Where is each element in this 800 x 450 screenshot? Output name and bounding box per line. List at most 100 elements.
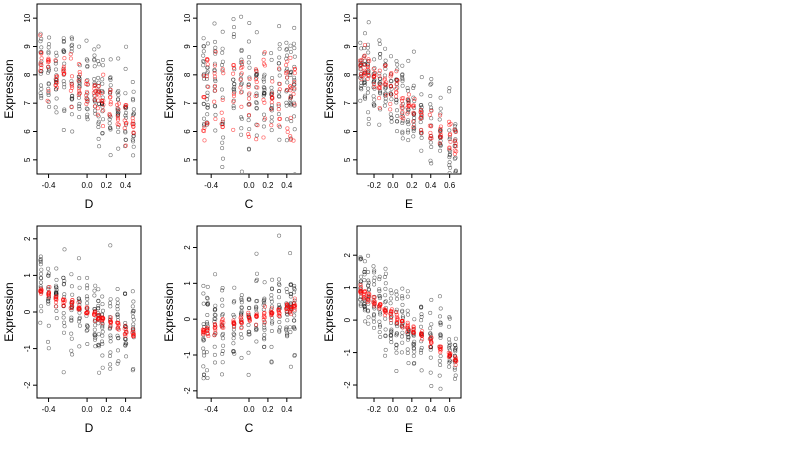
- observed-point: [77, 115, 82, 120]
- fitted-point: [61, 303, 66, 308]
- observed-point: [438, 322, 443, 327]
- observed-point: [261, 112, 266, 117]
- observed-point: [292, 352, 297, 357]
- observed-point: [76, 95, 81, 100]
- observed-point: [61, 315, 66, 320]
- observed-point: [400, 75, 405, 80]
- fitted-point: [428, 340, 434, 345]
- observed-point: [108, 57, 113, 62]
- observed-point: [400, 63, 405, 68]
- observed-point: [292, 318, 297, 323]
- observed-point: [239, 335, 244, 340]
- plot-frame: [356, 3, 462, 175]
- observed-point: [92, 331, 97, 336]
- observed-point: [405, 294, 410, 299]
- observed-point: [366, 315, 371, 320]
- fitted-point: [382, 64, 387, 69]
- observed-point: [291, 324, 296, 329]
- observed-point: [429, 116, 434, 121]
- fitted-point: [246, 113, 252, 118]
- fitted-point: [288, 55, 293, 60]
- observed-point: [270, 277, 275, 282]
- fitted-point: [438, 133, 443, 138]
- observed-point: [246, 118, 251, 123]
- fitted-point: [231, 91, 236, 96]
- observed-point: [46, 51, 51, 56]
- observed-point: [46, 86, 51, 91]
- observed-point: [400, 114, 405, 119]
- observed-point: [406, 138, 411, 143]
- fitted-point: [212, 83, 218, 88]
- x-tick-label: 0.4: [281, 405, 293, 414]
- fitted-point: [124, 120, 129, 126]
- observed-point: [371, 79, 376, 84]
- observed-point: [371, 312, 376, 317]
- observed-point: [411, 83, 416, 88]
- x-axis-label: E: [405, 197, 413, 211]
- fitted-point: [213, 88, 218, 93]
- fitted-point: [372, 84, 377, 90]
- observed-point: [239, 305, 244, 310]
- fitted-point: [366, 73, 371, 78]
- observed-point: [92, 64, 97, 69]
- observed-point: [452, 365, 457, 370]
- observed-point: [262, 92, 267, 97]
- observed-point: [276, 281, 281, 286]
- observed-point: [100, 325, 105, 330]
- x-tick-label: 0.0: [387, 405, 399, 414]
- observed-point: [452, 367, 457, 372]
- observed-point: [54, 73, 59, 78]
- observed-point: [101, 308, 106, 313]
- observed-point: [97, 62, 102, 67]
- observed-point: [108, 301, 113, 306]
- fitted-point: [238, 90, 244, 95]
- observed-point: [366, 280, 371, 285]
- observed-point: [383, 293, 388, 298]
- observed-point: [123, 113, 128, 118]
- observed-point: [38, 280, 43, 285]
- observed-point: [85, 115, 90, 120]
- fitted-point: [220, 97, 225, 102]
- observed-point: [288, 251, 293, 256]
- observed-point: [371, 103, 376, 108]
- fitted-point: [389, 72, 394, 77]
- fitted-point: [399, 115, 404, 120]
- observed-point: [363, 96, 368, 101]
- observed-point: [61, 128, 66, 133]
- observed-point: [213, 313, 218, 318]
- observed-point: [437, 358, 442, 363]
- fitted-point: [285, 59, 290, 64]
- observed-point: [269, 321, 274, 326]
- observed-point: [285, 290, 290, 295]
- observed-point: [383, 85, 388, 90]
- observed-point: [115, 286, 120, 291]
- observed-point: [358, 60, 363, 65]
- fitted-point: [395, 78, 400, 83]
- observed-point: [284, 53, 289, 58]
- observed-point: [269, 57, 274, 62]
- observed-point: [46, 273, 51, 278]
- observed-point: [221, 156, 226, 161]
- observed-point: [96, 332, 101, 337]
- x-tick-label: -0.2: [367, 405, 381, 414]
- observed-point: [131, 89, 136, 94]
- observed-point: [429, 77, 434, 82]
- fitted-point: [411, 103, 416, 108]
- observed-point: [419, 105, 424, 110]
- fitted-point: [276, 307, 281, 312]
- observed-point: [447, 315, 452, 320]
- fitted-point: [361, 73, 366, 78]
- observed-point: [277, 289, 282, 294]
- observed-point: [220, 62, 225, 67]
- fitted-point: [70, 85, 75, 90]
- observed-point: [447, 364, 452, 369]
- fitted-point: [453, 141, 458, 146]
- observed-point: [358, 86, 363, 91]
- observed-point: [447, 155, 452, 160]
- fitted-point: [429, 335, 434, 340]
- fitted-point: [419, 333, 425, 338]
- fitted-point: [231, 62, 236, 68]
- observed-point: [239, 89, 244, 94]
- observed-point: [371, 94, 376, 99]
- observed-point: [262, 322, 267, 327]
